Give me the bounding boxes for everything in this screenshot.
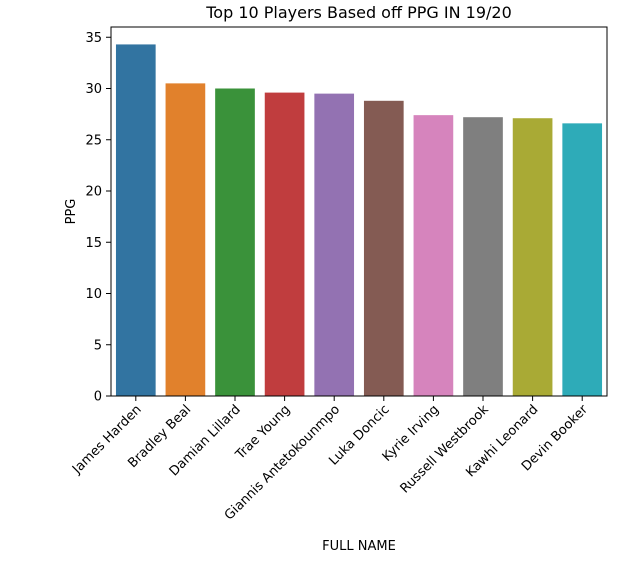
y-tick-label: 35 (85, 31, 102, 46)
x-axis-label: FULL NAME (322, 539, 396, 554)
y-axis-ticks: 0 5 10 15 20 25 30 35 (85, 31, 111, 405)
x-tick-label: Russell Westbrook (398, 402, 493, 497)
bar-9 (512, 118, 553, 396)
bar-8 (463, 117, 503, 396)
y-tick-label: 10 (85, 287, 102, 302)
bar-3 (215, 88, 255, 396)
y-tick-label: 5 (94, 338, 102, 353)
y-axis-label: PPG (64, 199, 79, 225)
bar-2 (165, 83, 206, 396)
chart-title: Top 10 Players Based off PPG IN 19/20 (205, 3, 512, 22)
y-tick-label: 20 (85, 185, 102, 200)
bar-6 (363, 100, 404, 397)
y-tick-label: 15 (85, 236, 102, 251)
bar-4 (264, 92, 305, 396)
y-tick-label: 30 (85, 82, 102, 97)
bar-1 (115, 44, 156, 397)
bar-10 (562, 123, 603, 396)
bar-5 (314, 93, 355, 396)
bar-7 (413, 115, 454, 397)
bars-layer (115, 44, 603, 397)
y-tick-label: 0 (94, 390, 102, 405)
plot-frame (110, 26, 608, 397)
y-tick-label: 25 (85, 133, 102, 148)
